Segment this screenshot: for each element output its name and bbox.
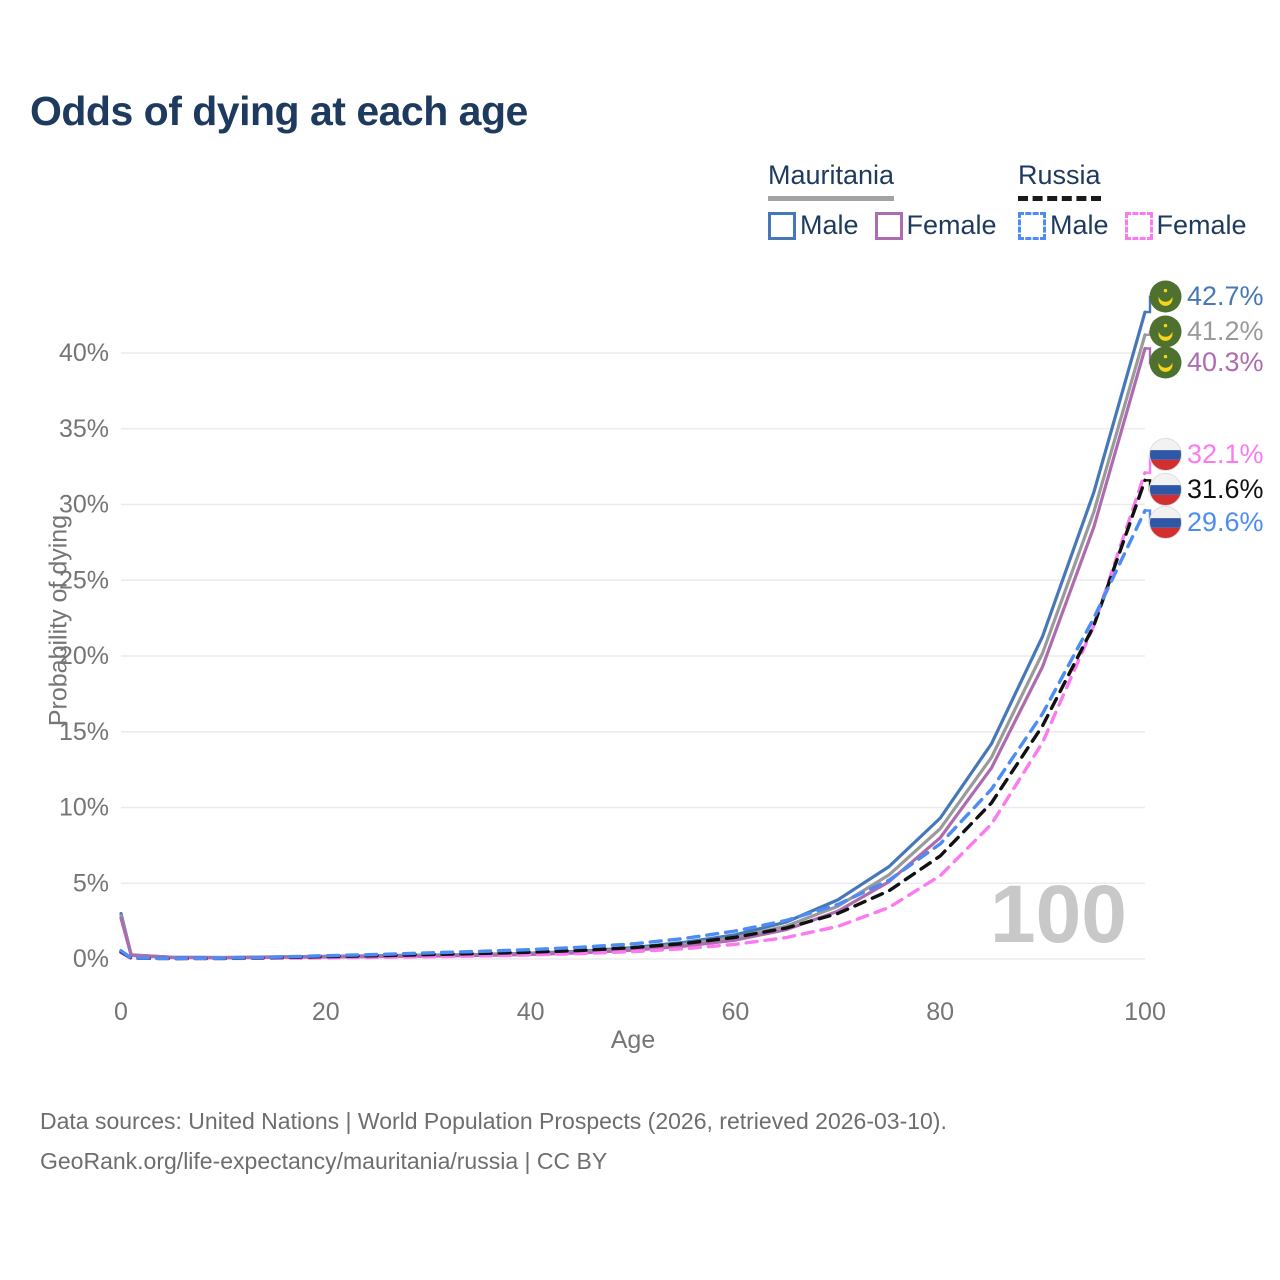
- series-line-mauritania-male[interactable]: [119, 310, 1147, 960]
- end-value: 29.6%: [1187, 507, 1264, 537]
- series-line-russia-total[interactable]: [119, 478, 1147, 961]
- legend-group-russia: Russia Male Female: [1018, 160, 1247, 241]
- legend-swatch-russia-female[interactable]: [1124, 211, 1153, 240]
- legend-swatch-russia-male[interactable]: [1018, 211, 1046, 240]
- x-axis-title: Age: [610, 1026, 656, 1054]
- series-line-russia-female[interactable]: [119, 471, 1147, 961]
- legend-item-mauritania-male[interactable]: Male: [768, 210, 859, 241]
- legend-title-russia: Russia: [1018, 160, 1101, 201]
- x-tick-label: 100: [1124, 998, 1166, 1026]
- legend-label: Female: [1156, 210, 1247, 240]
- end-value: 40.3%: [1187, 347, 1264, 377]
- age-counter-watermark: 100: [990, 869, 1127, 960]
- x-tick-label: 40: [517, 998, 545, 1026]
- end-value: 41.2%: [1187, 316, 1264, 346]
- legend-item-russia-female[interactable]: Female: [1124, 210, 1247, 241]
- x-tick-label: 0: [114, 998, 128, 1026]
- y-tick-label: 20%: [59, 642, 109, 670]
- legend-item-mauritania-female[interactable]: Female: [874, 210, 997, 241]
- y-tick-label: 40%: [59, 339, 109, 367]
- end-label-russia-female: 32.1%: [1149, 438, 1264, 471]
- y-tick-label: 30%: [59, 491, 109, 519]
- end-value: 31.6%: [1187, 474, 1264, 504]
- end-label-mauritania-female: 40.3%: [1149, 346, 1264, 379]
- series-line-mauritania-female[interactable]: [119, 346, 1147, 960]
- x-tick-label: 80: [926, 998, 954, 1026]
- x-tick-label: 20: [312, 998, 340, 1026]
- y-tick-label: 5%: [73, 869, 109, 897]
- attribution-line: GeoRank.org/life-expectancy/mauritania/r…: [40, 1148, 608, 1174]
- page-title: Odds of dying at each age: [30, 88, 528, 134]
- end-label-mauritania-total: 41.2%: [1149, 315, 1264, 348]
- y-tick-label: 0%: [73, 945, 109, 973]
- russia-flag-icon: [1149, 506, 1182, 539]
- end-label-russia-male: 29.6%: [1149, 506, 1264, 539]
- y-tick-label: 10%: [59, 794, 109, 822]
- end-label-russia-total: 31.6%: [1149, 473, 1264, 506]
- mauritania-flag-icon: [1149, 280, 1182, 313]
- russia-flag-icon: [1149, 438, 1182, 471]
- data-sources-line: Data sources: United Nations | World Pop…: [40, 1108, 947, 1134]
- legend-label: Male: [800, 210, 859, 240]
- legend-item-russia-male[interactable]: Male: [1018, 210, 1109, 241]
- legend-label: Female: [906, 210, 997, 240]
- end-value: 32.1%: [1187, 439, 1264, 469]
- mauritania-flag-icon: [1149, 346, 1182, 379]
- legend-group-mauritania: Mauritania Male Female: [768, 160, 997, 241]
- legend-label: Male: [1050, 210, 1109, 240]
- legend-swatch-mauritania-male[interactable]: [768, 211, 796, 240]
- y-tick-label: 15%: [59, 718, 109, 746]
- end-value: 42.7%: [1187, 281, 1264, 311]
- legend-swatch-mauritania-female[interactable]: [874, 211, 903, 240]
- legend-title-mauritania: Mauritania: [768, 160, 895, 201]
- x-tick-label: 60: [721, 998, 749, 1026]
- end-label-mauritania-male: 42.7%: [1149, 280, 1264, 313]
- russia-flag-icon: [1149, 473, 1182, 506]
- mauritania-flag-icon: [1149, 315, 1182, 348]
- series-line-russia-male[interactable]: [119, 508, 1147, 961]
- line-chart: 0% 5% 10% 15% 20% 25% 30% 35% 40% 0 20 40 60 80 100: [59, 295, 1166, 1026]
- y-tick-label: 35%: [59, 415, 109, 443]
- y-tick-label: 25%: [59, 566, 109, 594]
